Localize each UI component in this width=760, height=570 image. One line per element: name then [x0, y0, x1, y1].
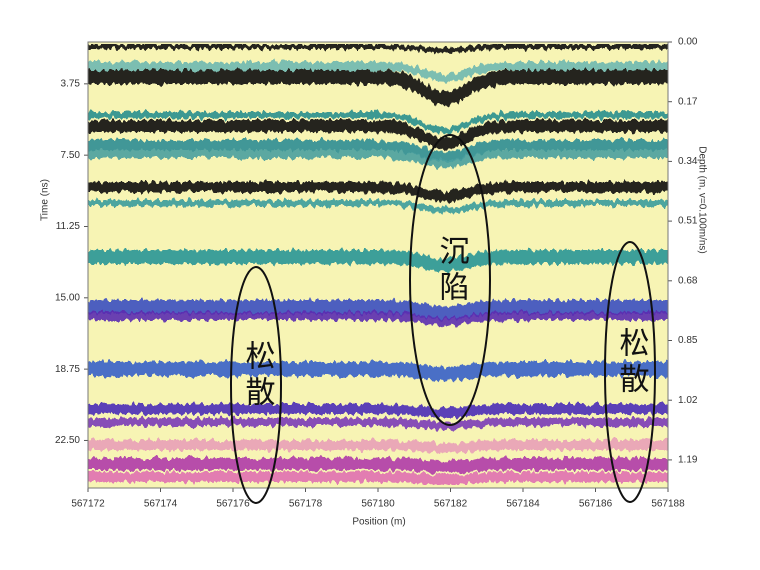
x-tick-label: 567178 — [289, 499, 323, 510]
radar-band — [88, 312, 668, 326]
annotation: 松散 — [614, 327, 650, 399]
y-tick-label: 3.75 — [61, 78, 81, 89]
radar-band — [88, 250, 668, 272]
y2-tick-label: 0.34 — [678, 156, 698, 167]
radar-band — [88, 200, 668, 214]
x-tick-label: 567182 — [434, 499, 468, 510]
x-tick-label: 567184 — [506, 499, 540, 510]
radar-band — [88, 112, 668, 134]
y2-tick-label: 0.85 — [678, 335, 698, 346]
y2-tick-label: 0.68 — [678, 275, 698, 286]
y-tick-label: 7.50 — [61, 150, 81, 161]
y-tick-label: 15.00 — [55, 292, 80, 303]
y2-tick-label: 0.51 — [678, 216, 698, 227]
radar-band — [88, 150, 668, 168]
radar-band — [88, 70, 668, 106]
y2-tick-label: 1.02 — [678, 395, 698, 406]
radar-band — [88, 44, 668, 53]
y-tick-label: 22.50 — [55, 435, 80, 446]
radar-band — [88, 440, 668, 453]
y2-tick-label: 0.00 — [678, 37, 698, 48]
radar-band — [88, 362, 668, 381]
x-axis-label: Position (m) — [352, 517, 405, 528]
x-tick-label: 567186 — [579, 499, 613, 510]
annotation-ellipse — [230, 266, 282, 504]
radar-band — [88, 182, 668, 202]
radar-band — [88, 300, 668, 320]
annotation-ellipse — [409, 134, 491, 426]
x-tick-label: 567172 — [71, 499, 105, 510]
radar-band — [88, 62, 668, 82]
radar-band — [88, 404, 668, 418]
radar-band — [88, 120, 668, 150]
x-tick-label: 567174 — [144, 499, 178, 510]
x-tick-label: 567180 — [361, 499, 395, 510]
radar-image — [88, 44, 668, 485]
y2-tick-label: 0.17 — [678, 96, 698, 107]
x-tick-label: 567176 — [216, 499, 250, 510]
radar-band — [88, 472, 668, 485]
annotation: 松散 — [240, 340, 276, 412]
y-axis-label: Time (ns) — [40, 179, 51, 221]
y-tick-label: 18.75 — [55, 364, 80, 375]
y-tick-label: 11.25 — [56, 221, 81, 232]
annotation-ellipse — [604, 241, 656, 503]
plot-frame — [87, 41, 669, 489]
y2-axis-label: Depth (m, v=0.100m/ns) — [696, 146, 707, 254]
radar-band — [88, 458, 668, 473]
y2-tick-label: 1.19 — [678, 455, 698, 466]
x-tick-label: 567188 — [651, 499, 685, 510]
radar-band — [88, 140, 668, 162]
annotation: 沉陷 — [434, 235, 469, 307]
